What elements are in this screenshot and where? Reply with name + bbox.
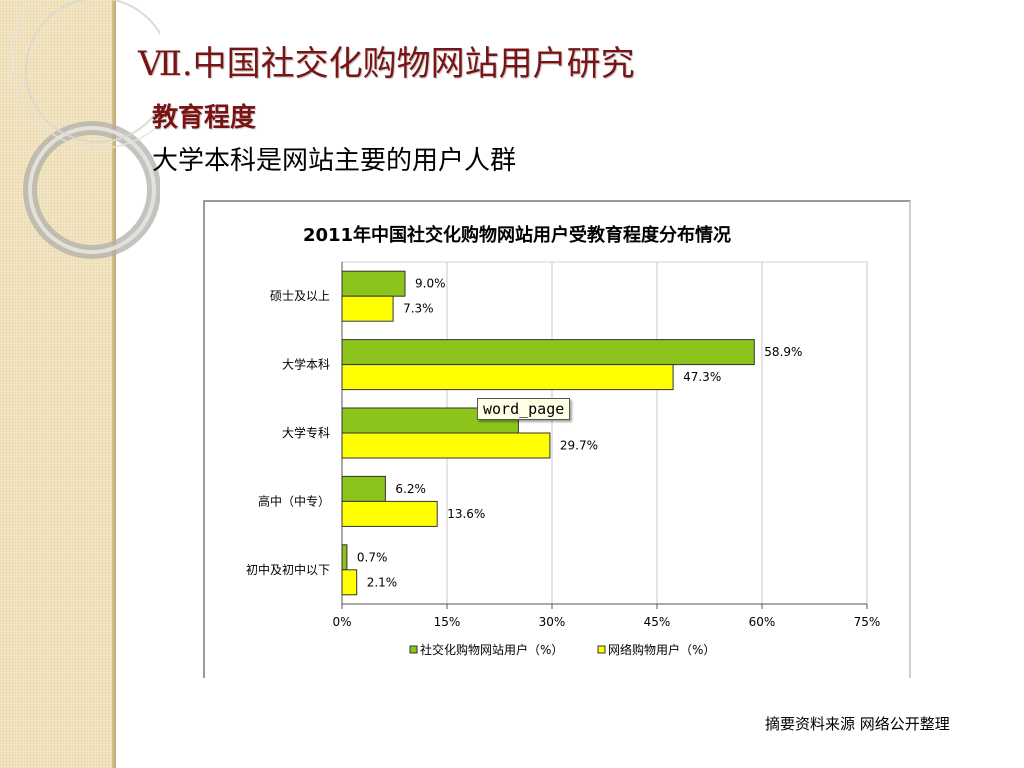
bar (341, 544, 348, 571)
legend-swatch (597, 645, 606, 654)
legend-swatch (409, 645, 418, 654)
bar (341, 270, 406, 297)
slide-headline: 大学本科是网站主要的用户人群 (152, 146, 517, 176)
slide-title: Ⅶ.中国社交化购物网站用户研究 (138, 44, 635, 84)
category-label: 大学本科 (282, 357, 330, 372)
x-tick-label: 75% (854, 615, 881, 629)
chart-frame: 2011年中国社交化购物网站用户受教育程度分布情况 0% 15% 30% 45% 60% 7… (203, 200, 911, 678)
data-label: 13.6% (447, 507, 485, 521)
data-label: 7.3% (403, 302, 434, 316)
data-label: 29.7% (560, 439, 598, 453)
chart-title: 2011年中国社交化购物网站用户受教育程度分布情况 (303, 224, 731, 246)
legend-label: 社交化购物网站用户（%） (420, 642, 563, 657)
x-tick-label: 30% (539, 615, 566, 629)
data-label: 47.3% (683, 370, 721, 384)
bar (341, 295, 394, 322)
bar (341, 569, 358, 596)
x-tick-label: 15% (434, 615, 461, 629)
data-label: 0.7% (357, 550, 388, 564)
data-label: 9.0% (415, 277, 446, 291)
decorative-rings-icon (11, 0, 160, 259)
decorative-side-line (112, 0, 116, 768)
bar (341, 364, 674, 391)
bar (341, 500, 438, 527)
data-label: 6.2% (395, 482, 426, 496)
x-tick-label: 45% (644, 615, 671, 629)
category-label: 初中及初中以下 (246, 562, 330, 577)
category-label: 大学专科 (282, 425, 330, 440)
data-label: 58.9% (764, 345, 802, 359)
education-bar-chart: 2011年中国社交化购物网站用户受教育程度分布情况 0% 15% 30% 45% 60% 7… (246, 224, 881, 657)
bar (341, 339, 755, 366)
x-tick-label: 60% (749, 615, 776, 629)
bar (341, 432, 551, 459)
slide-subtitle: 教育程度 (152, 103, 257, 133)
legend-label: 网络购物用户（%） (608, 642, 715, 657)
bar (341, 475, 386, 502)
category-label: 高中（中专） (258, 493, 330, 508)
category-label: 硕士及以上 (270, 289, 330, 303)
data-label: 2.1% (367, 575, 398, 589)
source-footnote: 摘要资料来源 网络公开整理 (765, 715, 950, 733)
x-tick-label: 0% (332, 615, 351, 629)
tooltip: word_page (477, 398, 571, 420)
